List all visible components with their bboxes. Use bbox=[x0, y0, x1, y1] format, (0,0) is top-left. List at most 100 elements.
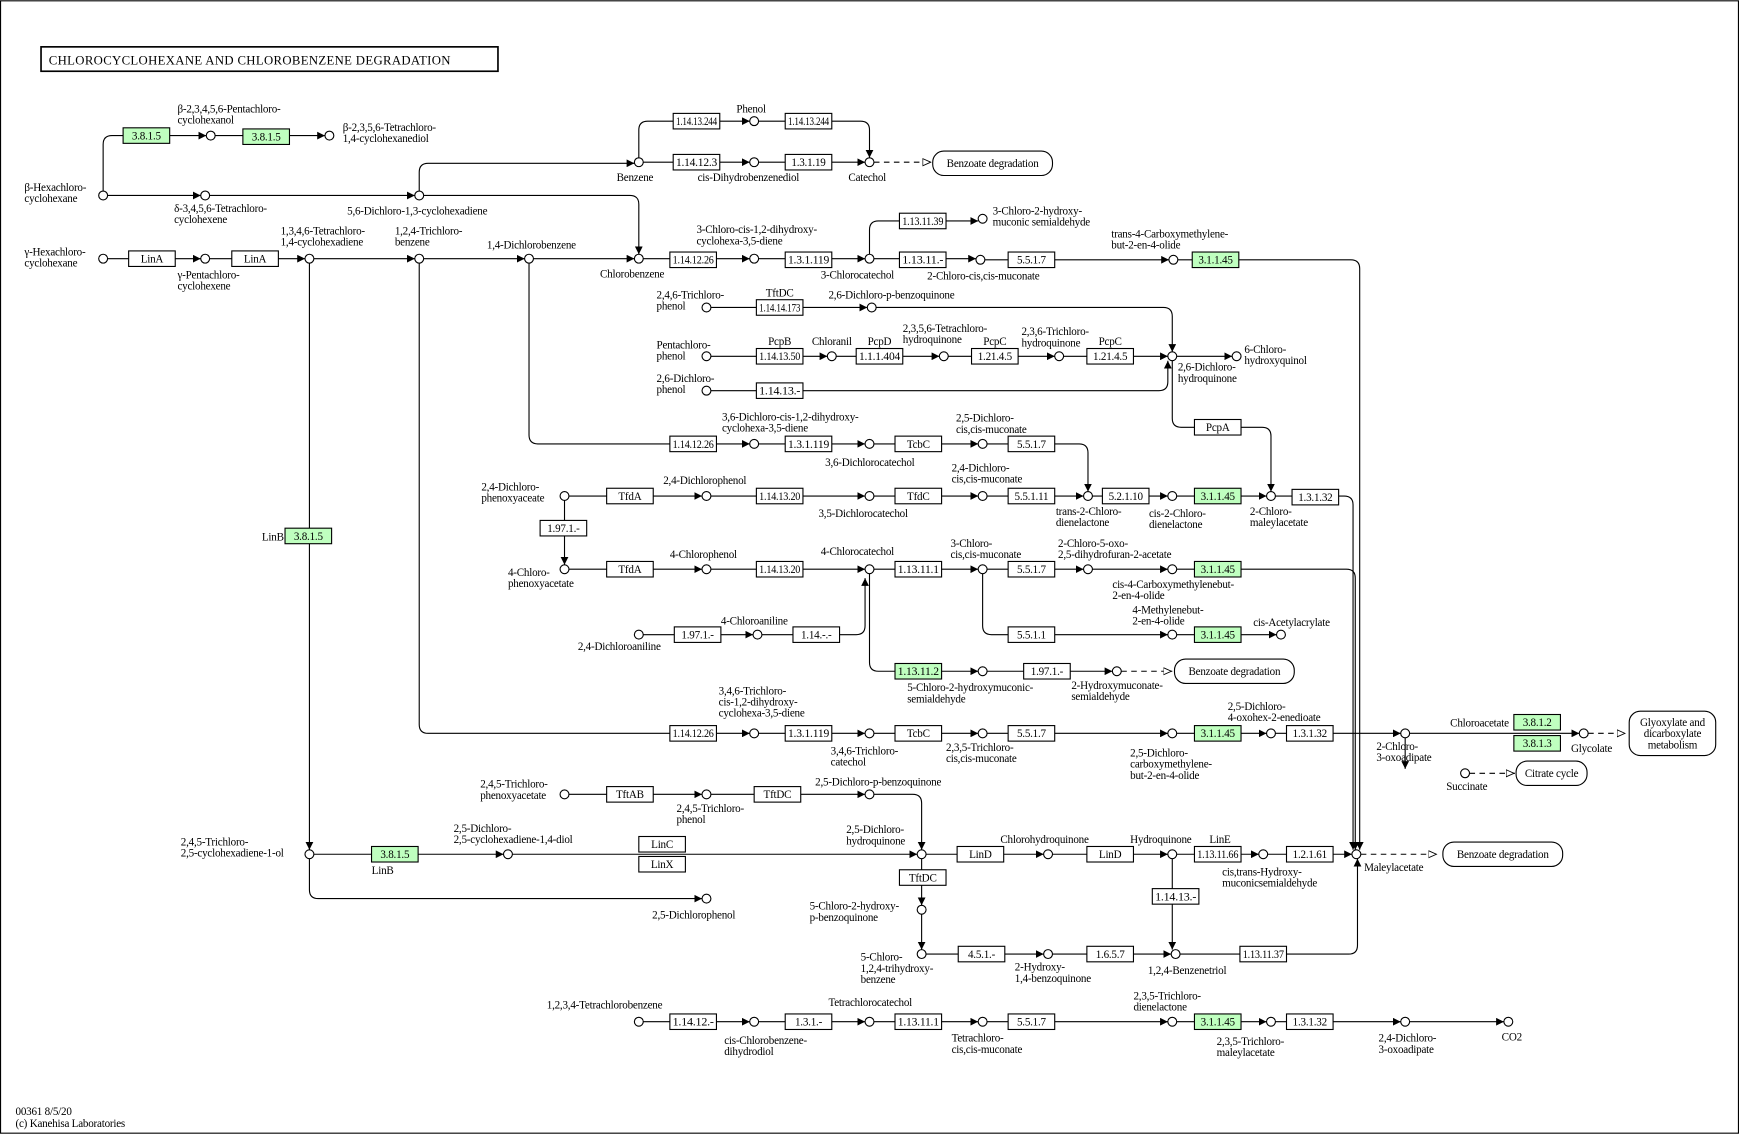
compound-node[interactable] bbox=[1231, 351, 1242, 362]
compound[interactable]: cis-2-Chloro-dienelactone bbox=[1149, 491, 1207, 532]
compound-node[interactable] bbox=[414, 190, 425, 201]
compound-node[interactable] bbox=[749, 157, 760, 168]
compound[interactable]: Maleylacetate bbox=[1351, 849, 1424, 874]
enzyme-box[interactable]: 5.5.1.1 bbox=[1007, 626, 1056, 643]
compound-node[interactable] bbox=[559, 564, 570, 575]
compound-node[interactable] bbox=[916, 904, 927, 915]
compound-node[interactable] bbox=[1265, 491, 1276, 502]
enzyme-box[interactable]: 5.5.1.11 bbox=[1007, 487, 1056, 505]
compound[interactable]: trans-4-Carboxymethylene-but-2-en-4-olid… bbox=[1111, 229, 1229, 265]
compound[interactable]: 2,4,5-Trichloro-phenoxyacetate bbox=[480, 779, 570, 802]
compound-node[interactable] bbox=[701, 893, 712, 904]
compound[interactable]: 3-Chlorocatechol bbox=[821, 253, 894, 282]
compound[interactable]: 3,4,6-Trichloro-cis-1,2-dihydroxy-cycloh… bbox=[719, 686, 805, 739]
compound-node[interactable] bbox=[324, 130, 335, 141]
compound[interactable]: Chlorohydroquinone bbox=[1000, 834, 1089, 860]
compound[interactable]: 3,5-Dichlorocatechol bbox=[818, 491, 908, 521]
compound-node[interactable] bbox=[977, 491, 988, 502]
enzyme-box[interactable]: 1.2.1.61 bbox=[1285, 845, 1334, 863]
compound[interactable]: Hydroquinone bbox=[1130, 834, 1192, 860]
compound[interactable]: 2,6-Dichloro-p-benzoquinone bbox=[828, 290, 955, 313]
enzyme-box[interactable]: LinX bbox=[638, 855, 686, 873]
pathway-link[interactable]: Benzoate degradation bbox=[932, 150, 1054, 177]
compound-node[interactable] bbox=[864, 157, 875, 168]
enzyme-box[interactable]: LinA bbox=[231, 250, 279, 268]
compound-node[interactable] bbox=[1351, 849, 1362, 860]
compound-node[interactable] bbox=[1054, 351, 1065, 362]
compound-node[interactable] bbox=[977, 213, 988, 224]
compound-node[interactable] bbox=[200, 190, 211, 201]
compound[interactable]: β-2,3,4,5,6-Pentachloro-cyclohexanol bbox=[177, 103, 281, 141]
compound[interactable]: 2,5-Dichloro-hydroquinone bbox=[846, 824, 927, 860]
enzyme-box[interactable]: 5.2.1.10 bbox=[1101, 487, 1150, 505]
enzyme-box[interactable]: 1.14.12.26 bbox=[669, 435, 718, 453]
enzyme-box[interactable]: TfdC bbox=[894, 487, 943, 505]
enzyme-box[interactable]: 1.3.1.19 bbox=[784, 153, 833, 171]
enzyme-box[interactable]: TftAB bbox=[606, 786, 654, 803]
compound-node[interactable] bbox=[502, 849, 513, 860]
compound-node[interactable] bbox=[1170, 949, 1181, 960]
compound[interactable]: 2,3,5-Trichloro-cis,cis-muconate bbox=[946, 728, 1017, 765]
enzyme-box[interactable]: 5.5.1.7 bbox=[1007, 725, 1056, 742]
compound[interactable]: 2-Hydroxy-1,4-benzoquinone bbox=[1015, 949, 1091, 985]
compound[interactable]: 2,4,5-Trichloro-2,5-cyclohexadiene-1-ol bbox=[181, 836, 315, 859]
compound-node[interactable] bbox=[975, 254, 986, 265]
compound[interactable]: cis,trans-Hydroxy-muconicsemialdehyde bbox=[1222, 849, 1318, 890]
compound[interactable]: γ-Hexachloro-cyclohexane bbox=[23, 246, 109, 269]
compound[interactable]: 5-Chloro-2-hydroxymuconic-semialdehyde bbox=[907, 666, 1034, 705]
compound[interactable]: 4-Chloro-phenoxyacetate bbox=[508, 564, 574, 590]
compound[interactable]: 1,2,4-Benzenetriol bbox=[1148, 949, 1227, 977]
enzyme-box[interactable]: 1.3.1.32 bbox=[1291, 488, 1340, 506]
compound-node[interactable] bbox=[938, 351, 949, 362]
enzyme-box[interactable]: 1.13.11.66 bbox=[1193, 845, 1242, 863]
compound-node[interactable] bbox=[701, 789, 712, 800]
compound-node[interactable] bbox=[1167, 849, 1178, 860]
compound[interactable]: 4-Chlorophenol bbox=[670, 549, 737, 575]
compound-node[interactable] bbox=[701, 385, 712, 396]
compound[interactable]: β-Hexachloro-cyclohexane bbox=[24, 182, 109, 205]
enzyme-box[interactable]: 1.13.11.2 bbox=[894, 662, 943, 680]
compound[interactable]: 4-Chlorocatechol bbox=[821, 546, 894, 575]
compound-node[interactable] bbox=[749, 728, 760, 739]
enzyme-box[interactable]: 3.8.1.5 bbox=[122, 127, 171, 144]
compound[interactable]: 2,4-Dichloro-cis,cis-muconate bbox=[952, 463, 1023, 502]
compound-node[interactable] bbox=[864, 789, 875, 800]
compound[interactable]: 3,6-Dichloro-cis-1,2-dihydroxy-cyclohexa… bbox=[722, 412, 859, 449]
compound-node[interactable] bbox=[701, 491, 712, 502]
compound-node[interactable] bbox=[916, 849, 927, 860]
enzyme-box[interactable]: 1.14.13.20 bbox=[755, 560, 804, 578]
enzyme-box[interactable]: TftDC bbox=[753, 786, 802, 803]
compound[interactable]: 3,6-Dichlorocatechol bbox=[825, 438, 915, 469]
compound[interactable]: γ-Pentachloro-cyclohexene bbox=[176, 253, 240, 293]
compound[interactable]: 2,4-Dichlorophenol bbox=[663, 475, 747, 502]
compound[interactable]: Tetrachloro-cis,cis-muconate bbox=[952, 1016, 1023, 1056]
compound[interactable]: 2-Chloro-cis,cis-muconate bbox=[927, 254, 1040, 283]
compound-node[interactable] bbox=[977, 666, 988, 677]
enzyme-box[interactable]: 1.14.13.50 bbox=[755, 347, 804, 365]
enzyme-box[interactable]: 1.6.5.7 bbox=[1086, 945, 1135, 963]
compound[interactable]: 2,3,6-Trichloro-hydroquinone bbox=[1021, 326, 1090, 362]
enzyme-box[interactable]: 1.14.-.- bbox=[792, 626, 841, 643]
compound-node[interactable] bbox=[749, 253, 760, 264]
enzyme-box[interactable]: 1.14.13.20 bbox=[755, 487, 804, 505]
compound-node[interactable] bbox=[1265, 1016, 1276, 1027]
compound-node[interactable] bbox=[864, 728, 875, 739]
compound-node[interactable] bbox=[1265, 728, 1276, 739]
compound[interactable]: 2,5-Dichloro-4-oxohex-2-enedioate bbox=[1228, 701, 1321, 739]
compound[interactable]: 2-Chloro-3-oxoadipate bbox=[1376, 728, 1432, 764]
enzyme-box[interactable]: TfdA bbox=[606, 560, 654, 578]
compound-node[interactable] bbox=[864, 1016, 875, 1027]
enzyme-box[interactable]: 3.1.1.45 bbox=[1193, 725, 1242, 742]
enzyme-box[interactable]: TftDC bbox=[898, 869, 947, 886]
enzyme-box[interactable]: 5.5.1.7 bbox=[1007, 1013, 1056, 1031]
compound[interactable]: CO2 bbox=[1502, 1016, 1522, 1044]
enzyme-box[interactable]: 1.14.13.- bbox=[1151, 888, 1200, 905]
compound[interactable]: Phenol bbox=[736, 103, 766, 127]
compound[interactable]: Pentachloro-phenol bbox=[657, 340, 712, 363]
compound[interactable]: 1,3,4,6-Tetrachloro-1,4-cyclohexadiene bbox=[281, 225, 366, 264]
compound-node[interactable] bbox=[864, 491, 875, 502]
enzyme-box[interactable]: 1.97.1.- bbox=[539, 519, 588, 537]
enzyme-box[interactable]: 1.1.1.404 bbox=[855, 347, 904, 365]
compound-node[interactable] bbox=[205, 130, 216, 141]
